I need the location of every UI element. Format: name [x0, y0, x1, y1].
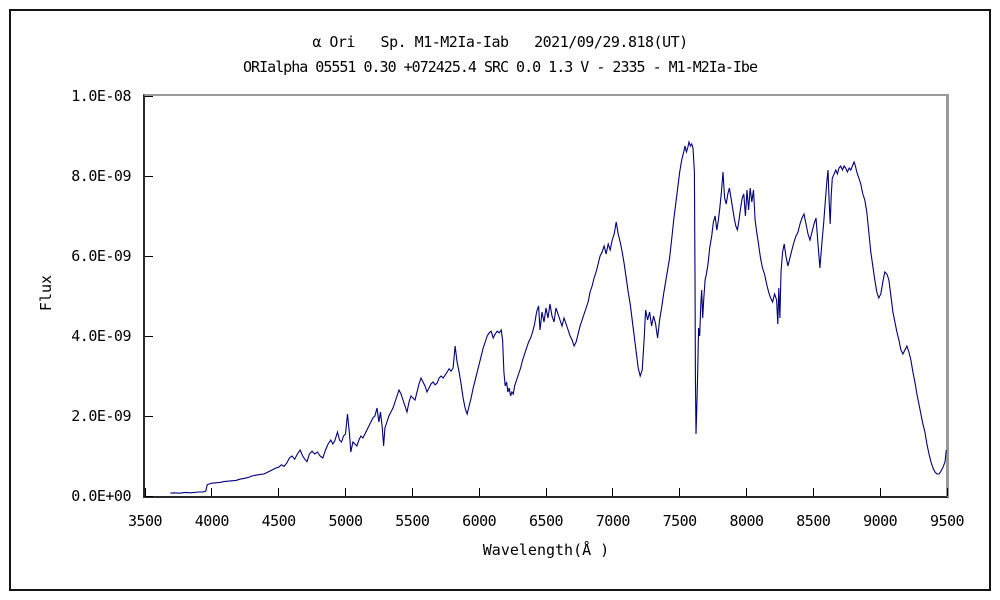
- x-axis-tick: [812, 488, 814, 496]
- x-axis-title: Wavelength(Å ): [482, 541, 610, 559]
- x-axis-tick-label: 4000: [194, 512, 230, 530]
- x-axis-tick: [746, 488, 747, 496]
- y-axis-tick-label: 0.0E+00: [71, 487, 131, 505]
- spectrum-line: [170, 139, 947, 494]
- x-axis-tick-label: 7000: [595, 512, 631, 530]
- y-axis-tick-label: 2.0E-09: [71, 407, 131, 425]
- x-axis-tick-label: 3500: [127, 512, 163, 530]
- x-axis-tick: [278, 488, 280, 496]
- x-axis-tick: [211, 488, 213, 496]
- x-axis-tick: [879, 488, 881, 496]
- y-axis-tick-label: 8.0E-09: [71, 167, 131, 185]
- y-axis-tick-label: 4.0E-09: [71, 327, 131, 345]
- y-axis-tick-label: 1.0E-08: [71, 87, 131, 105]
- x-axis-tick: [144, 488, 146, 496]
- chart-subtitle: ORIalpha 05551 0.30 +072425.4 SRC 0.0 1.…: [243, 58, 758, 76]
- x-axis-tick-label: 5000: [328, 512, 363, 530]
- y-axis-tick: [145, 495, 153, 497]
- y-axis-tick: [145, 415, 153, 417]
- chart-title: α Ori Sp. M1-M2Ia-Iab 2021/09/29.818(UT): [312, 33, 688, 51]
- x-axis-tick-label: 8500: [796, 512, 831, 530]
- x-axis-tick-label: 5500: [395, 512, 430, 530]
- y-axis-tick: [145, 255, 153, 257]
- x-axis-tick-label: 6500: [528, 512, 564, 530]
- x-axis-tick-label: 8000: [729, 512, 764, 530]
- x-axis-tick: [946, 488, 948, 496]
- x-axis-tick: [411, 488, 413, 496]
- x-axis-tick: [545, 488, 547, 496]
- y-axis-tick: [145, 175, 153, 177]
- y-axis-tick: [145, 95, 153, 97]
- x-axis-tick-label: 9000: [863, 512, 898, 530]
- x-axis-tick: [478, 488, 480, 496]
- x-axis-tick-label: 6000: [462, 512, 497, 530]
- x-axis-tick: [679, 488, 681, 496]
- x-axis-tick-label: 7500: [662, 512, 698, 530]
- y-axis-title: Flux: [37, 274, 55, 312]
- y-axis-tick-label: 6.0E-09: [71, 247, 131, 265]
- x-axis-tick-label: 4500: [261, 512, 297, 530]
- spectrum-svg: [170, 139, 947, 494]
- x-axis-tick: [612, 488, 614, 496]
- x-axis-tick-label: 9500: [929, 512, 965, 530]
- plot-area: [143, 94, 949, 498]
- y-axis-tick: [145, 335, 153, 337]
- x-axis-tick: [345, 488, 346, 496]
